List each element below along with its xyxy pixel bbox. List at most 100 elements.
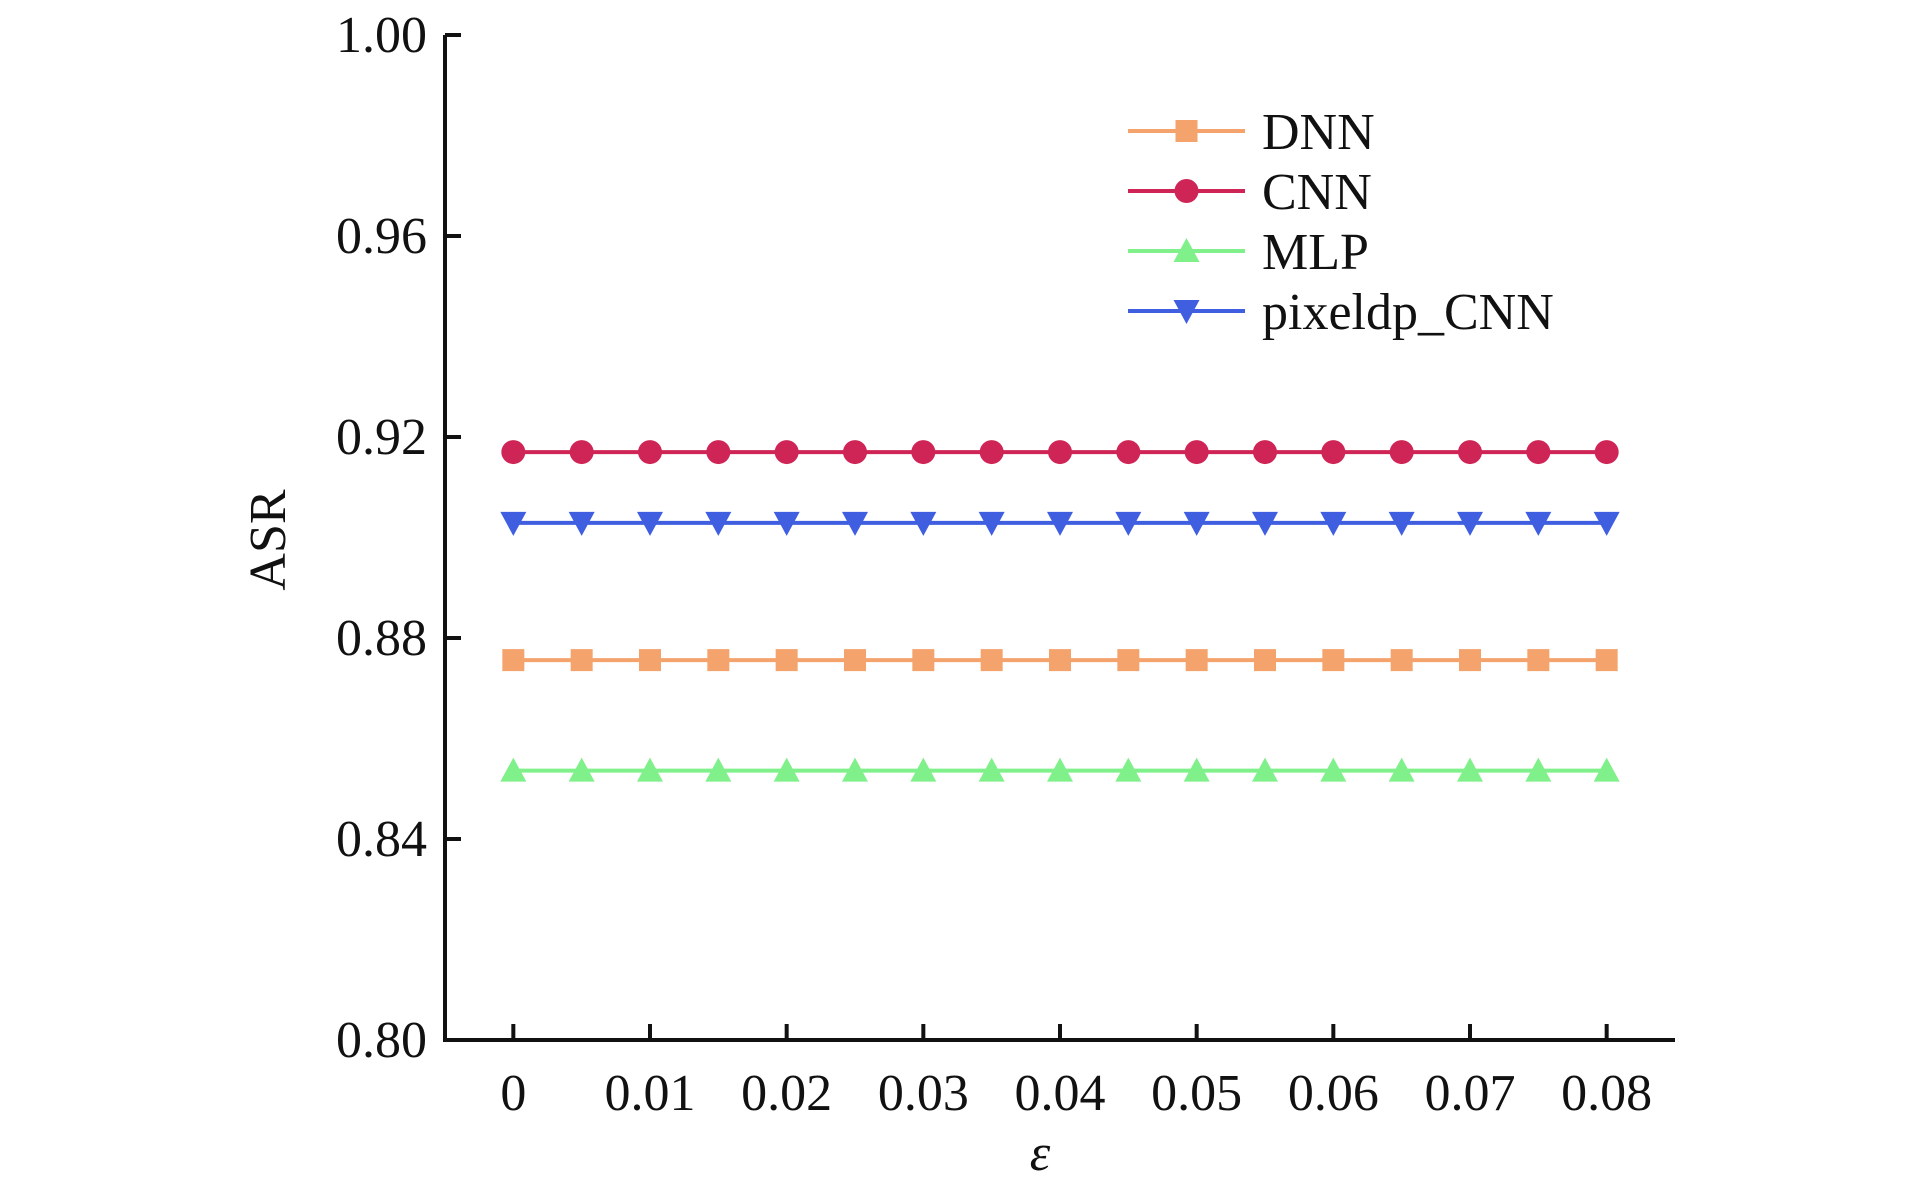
- data-point-dnn: [570, 649, 593, 672]
- data-point-mlp: [1593, 757, 1620, 782]
- data-point-pixeldp-cnn: [1183, 511, 1210, 536]
- data-point-mlp: [1388, 757, 1415, 782]
- legend-item-cnn: CNN: [1128, 164, 1372, 221]
- data-point-mlp: [1457, 757, 1483, 782]
- data-point-pixeldp-cnn: [1593, 511, 1620, 536]
- data-point-dnn: [502, 649, 525, 672]
- data-point-cnn: [843, 440, 867, 465]
- data-point-pixeldp-cnn: [1388, 511, 1415, 536]
- data-point-cnn: [979, 440, 1004, 465]
- data-point-dnn: [1527, 649, 1550, 672]
- data-point-cnn: [1321, 440, 1346, 465]
- data-point-mlp: [978, 757, 1005, 782]
- series-group: [500, 440, 1620, 782]
- data-point-pixeldp-cnn: [1525, 511, 1552, 536]
- data-point-pixeldp-cnn: [1047, 511, 1073, 536]
- data-point-dnn: [844, 649, 866, 672]
- data-point-dnn: [1322, 649, 1345, 672]
- data-point-pixeldp-cnn: [773, 511, 800, 536]
- data-point-pixeldp-cnn: [568, 511, 595, 536]
- data-point-mlp: [910, 757, 937, 782]
- data-point-pixeldp-cnn: [842, 511, 868, 536]
- data-point-dnn: [1117, 649, 1140, 672]
- y-tick-label: 0.96: [336, 208, 427, 265]
- data-point-cnn: [1116, 440, 1141, 465]
- x-tick-label: 0.02: [741, 1065, 832, 1122]
- data-point-cnn: [1389, 440, 1414, 465]
- data-point-cnn: [1253, 440, 1277, 465]
- data-point-cnn: [1526, 440, 1551, 465]
- data-point-cnn: [1184, 440, 1209, 465]
- x-tick-label: 0: [500, 1065, 526, 1122]
- legend-item-dnn: DNN: [1128, 104, 1375, 161]
- data-point-mlp: [1320, 757, 1347, 782]
- data-point-mlp: [773, 757, 800, 782]
- legend-label-mlp: MLP: [1262, 224, 1369, 281]
- series-mlp: [500, 757, 1620, 782]
- legend-marker-dnn: [1175, 120, 1198, 142]
- x-ticks: 0 0.01 0.02 0.03 0.04 0.05 0.06 0.07 0.08: [500, 1024, 1652, 1122]
- y-tick-label: 0.84: [336, 811, 427, 868]
- legend-marker-mlp: [1173, 238, 1200, 262]
- y-ticks: 0.80 0.84 0.88 0.92 0.96 1.00: [336, 7, 461, 1069]
- data-point-dnn: [1459, 649, 1481, 672]
- data-point-pixeldp-cnn: [1457, 511, 1483, 536]
- series-pixeldp-cnn: [500, 511, 1620, 536]
- data-point-cnn: [911, 440, 936, 465]
- data-point-mlp: [842, 757, 868, 782]
- x-tick-label: 0.07: [1425, 1065, 1516, 1122]
- legend-item-mlp: MLP: [1128, 224, 1369, 281]
- axes: [443, 35, 1675, 1042]
- x-tick-label: 0.08: [1561, 1065, 1652, 1122]
- data-point-dnn: [1595, 649, 1618, 672]
- data-point-mlp: [1525, 757, 1552, 782]
- data-point-dnn: [775, 649, 798, 672]
- data-point-mlp: [1252, 757, 1278, 782]
- data-point-pixeldp-cnn: [1115, 511, 1142, 536]
- data-point-cnn: [1048, 440, 1072, 465]
- data-point-cnn: [638, 440, 662, 465]
- data-point-dnn: [980, 649, 1003, 672]
- legend-item-pixeldp-cnn: pixeldp_CNN: [1128, 284, 1554, 341]
- data-point-dnn: [1049, 649, 1071, 672]
- y-tick-label: 0.92: [336, 409, 427, 466]
- data-point-dnn: [1254, 649, 1276, 672]
- x-tick-label: 0.06: [1288, 1065, 1379, 1122]
- data-point-mlp: [1047, 757, 1073, 782]
- data-point-cnn: [1458, 440, 1482, 465]
- series-dnn: [502, 649, 1618, 672]
- data-point-pixeldp-cnn: [637, 511, 663, 536]
- legend-label-dnn: DNN: [1262, 104, 1375, 161]
- data-point-dnn: [639, 649, 661, 672]
- y-tick-label: 1.00: [336, 7, 427, 64]
- data-point-pixeldp-cnn: [500, 511, 527, 536]
- data-point-mlp: [500, 757, 527, 782]
- data-point-mlp: [637, 757, 663, 782]
- x-tick-label: 0.01: [605, 1065, 696, 1122]
- data-point-cnn: [501, 440, 526, 465]
- legend-marker-cnn: [1174, 179, 1199, 203]
- data-point-mlp: [705, 757, 732, 782]
- data-point-pixeldp-cnn: [705, 511, 732, 536]
- data-point-cnn: [1594, 440, 1619, 465]
- data-point-cnn: [569, 440, 594, 465]
- legend-label-cnn: CNN: [1262, 164, 1372, 221]
- y-axis-title: ASR: [240, 489, 297, 590]
- series-cnn: [501, 440, 1619, 465]
- x-tick-label: 0.04: [1015, 1065, 1106, 1122]
- data-point-dnn: [912, 649, 935, 672]
- legend-label-pixeldp-cnn: pixeldp_CNN: [1262, 284, 1554, 341]
- x-tick-label: 0.03: [878, 1065, 969, 1122]
- data-point-dnn: [1390, 649, 1413, 672]
- data-point-cnn: [706, 440, 731, 465]
- legend-marker-pixeldp-cnn: [1173, 300, 1200, 324]
- data-point-mlp: [1183, 757, 1210, 782]
- data-point-mlp: [1115, 757, 1142, 782]
- data-point-pixeldp-cnn: [910, 511, 937, 536]
- data-point-pixeldp-cnn: [978, 511, 1005, 536]
- data-point-pixeldp-cnn: [1320, 511, 1347, 536]
- data-point-cnn: [774, 440, 799, 465]
- data-point-mlp: [568, 757, 595, 782]
